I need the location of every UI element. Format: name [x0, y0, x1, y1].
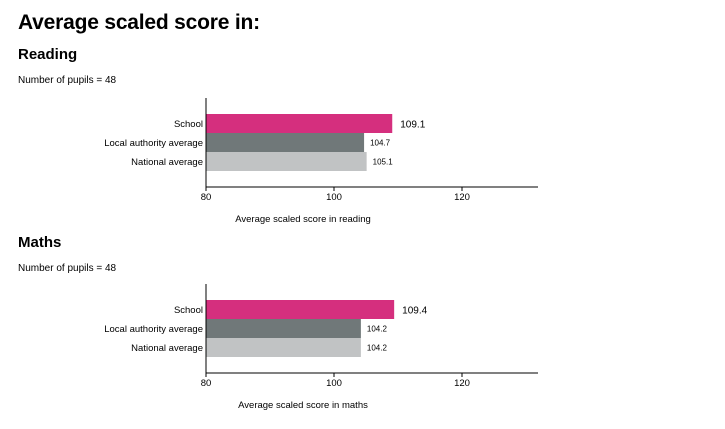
reading-bar-local-authority-average [206, 133, 365, 152]
maths-x-axis-label: Average scaled score in maths [238, 400, 368, 411]
reading-x-tick-label: 100 [326, 192, 342, 203]
reading-x-tick-label: 120 [454, 192, 470, 203]
maths-chart: School 109.4 Local authority average 104.2 N… [104, 284, 538, 411]
reading-value-label: 109.1 [400, 120, 425, 131]
maths-value-label: 104.2 [367, 344, 388, 353]
reading-value-label: 104.7 [370, 139, 391, 148]
maths-category-label: National average [131, 343, 203, 354]
maths-section-title: Maths [18, 234, 62, 251]
reading-category-label: School [174, 119, 203, 130]
maths-bar-local-authority-average [206, 319, 361, 338]
maths-category-label: School [174, 305, 203, 316]
reading-x-axis-label: Average scaled score in reading [235, 214, 371, 225]
page-title: Average scaled score in: [18, 11, 260, 34]
reading-value-label: 105.1 [373, 158, 394, 167]
maths-x-tick-label: 80 [201, 378, 212, 389]
reading-category-label: Local authority average [104, 138, 203, 149]
reading-bar-school [206, 114, 393, 133]
maths-value-label: 104.2 [367, 325, 388, 334]
reading-x-tick-label: 80 [201, 192, 212, 203]
reading-section-title: Reading [18, 46, 78, 63]
reading-pupil-count: Number of pupils = 48 [18, 75, 117, 86]
reading-bar-national-average [206, 152, 367, 171]
reading-chart: School 109.1 Local authority average 104.7 N… [104, 98, 538, 225]
maths-value-label: 109.4 [402, 306, 427, 317]
maths-x-tick-label: 120 [454, 378, 470, 389]
maths-category-label: Local authority average [104, 324, 203, 335]
reading-category-label: National average [131, 157, 203, 168]
maths-pupil-count: Number of pupils = 48 [18, 263, 117, 274]
maths-x-tick-label: 100 [326, 378, 342, 389]
maths-bar-school [206, 300, 395, 319]
maths-bar-national-average [206, 338, 361, 357]
